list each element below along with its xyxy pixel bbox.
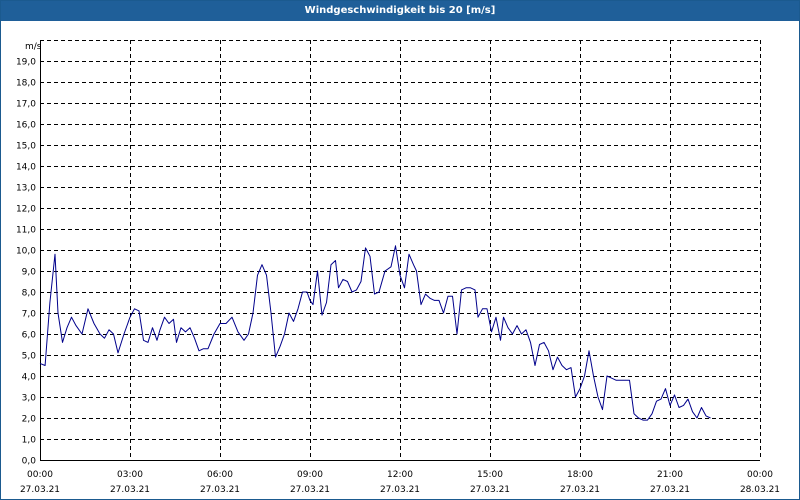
series-line-windgeschwindigkeit — [39, 245, 711, 421]
axes — [40, 40, 760, 461]
x-tick-date-label: 27.03.21 — [20, 485, 60, 495]
x-tick-date-label: 27.03.21 — [560, 485, 600, 495]
x-tick-date-label: 27.03.21 — [290, 485, 330, 495]
x-tick-time-label: 00:00 — [27, 470, 53, 480]
y-tick-label: 14,0 — [16, 163, 36, 173]
chart-title: Windgeschwindigkeit bis 20 [m/s] — [1, 1, 799, 21]
x-tick-time-label: 06:00 — [207, 470, 233, 480]
y-axis-unit-label: m/s — [25, 42, 42, 52]
x-tick-time-label: 03:00 — [117, 470, 143, 480]
y-tick-label: 9,0 — [22, 268, 37, 278]
grid — [40, 40, 761, 460]
y-tick-label: 2,0 — [22, 415, 37, 425]
x-tick-time-label: 00:00 — [747, 470, 773, 480]
y-tick-label: 4,0 — [22, 373, 37, 383]
y-tick-label: 12,0 — [16, 205, 36, 215]
x-tick-date-label: 27.03.21 — [110, 485, 150, 495]
x-tick-date-label: 27.03.21 — [470, 485, 510, 495]
x-tick-date-label: 27.03.21 — [650, 485, 690, 495]
y-tick-label: 16,0 — [16, 121, 36, 131]
x-axis-ticks: 00:00 27.03.21 03:00 27.03.21 06:00 27.03.21 0… — [20, 470, 780, 495]
y-tick-label: 0,0 — [22, 457, 37, 467]
y-tick-label: 17,0 — [16, 100, 36, 110]
y-tick-label: 3,0 — [22, 394, 37, 404]
y-tick-label: 10,0 — [16, 247, 36, 257]
y-tick-label: 7,0 — [22, 310, 37, 320]
x-tick-time-label: 21:00 — [657, 470, 683, 480]
y-tick-label: 15,0 — [16, 142, 36, 152]
x-tick-time-label: 09:00 — [297, 470, 323, 480]
x-tick-date-label: 28.03.21 — [740, 485, 780, 495]
x-tick-date-label: 27.03.21 — [380, 485, 420, 495]
series-group — [39, 245, 711, 421]
y-tick-label: 6,0 — [22, 331, 37, 341]
x-tick-time-label: 18:00 — [567, 470, 593, 480]
x-tick-time-label: 12:00 — [387, 470, 413, 480]
y-tick-label: 18,0 — [16, 79, 36, 89]
y-tick-label: 13,0 — [16, 184, 36, 194]
y-tick-label: 1,0 — [22, 436, 37, 446]
y-tick-label: 5,0 — [22, 352, 37, 362]
y-tick-label: 8,0 — [22, 289, 37, 299]
x-tick-time-label: 15:00 — [477, 470, 503, 480]
y-tick-label: 11,0 — [16, 226, 36, 236]
y-tick-label: 19,0 — [16, 58, 36, 68]
x-tick-date-label: 27.03.21 — [200, 485, 240, 495]
y-axis-ticks: 0,0 1,0 2,0 3,0 4,0 5,0 6,0 7,0 8,0 9,0 10,0 11,0 12… — [16, 58, 36, 467]
